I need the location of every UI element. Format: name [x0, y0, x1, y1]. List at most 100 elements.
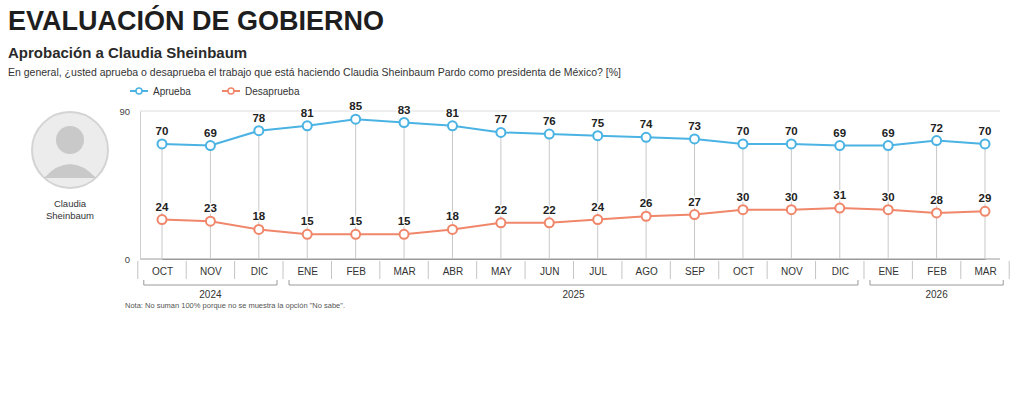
series-marker	[690, 210, 699, 219]
x-tick: MAR	[393, 259, 415, 277]
x-separator	[1009, 261, 1010, 279]
x-tick: FEB	[346, 259, 366, 277]
x-separator	[428, 261, 429, 279]
data-label: 22	[494, 204, 507, 216]
x-tick: FEB	[927, 259, 947, 277]
x-separators	[138, 261, 1009, 279]
x-tick-label: ENE	[297, 266, 318, 277]
data-label: 24	[591, 201, 604, 213]
data-label: 74	[640, 118, 653, 130]
x-tick-label: DIC	[832, 266, 849, 277]
x-tick: SEP	[685, 259, 705, 277]
series-marker	[787, 139, 796, 148]
series-marker	[351, 115, 360, 124]
x-separator	[815, 261, 816, 279]
series-marker	[400, 118, 409, 127]
data-label: 69	[882, 127, 895, 139]
series-marker	[981, 207, 990, 216]
series-marker	[835, 204, 844, 213]
year-label: 2026	[925, 289, 948, 300]
x-tick-label: MAR	[974, 266, 996, 277]
x-separator	[670, 261, 671, 279]
x-tick-label: AGO	[636, 266, 658, 277]
data-label: 81	[446, 107, 459, 119]
data-label: 78	[252, 112, 265, 124]
legend-label: Aprueba	[153, 86, 191, 97]
x-tick: MAY	[491, 259, 512, 277]
year-bracket	[289, 280, 858, 285]
data-label: 18	[252, 210, 265, 222]
x-tick-label: ABR	[443, 266, 464, 277]
data-label: 73	[688, 120, 701, 132]
data-labels: 7069788185838177767574737070696972702423…	[156, 100, 992, 227]
drop-line	[500, 132, 501, 259]
x-separator	[718, 261, 719, 279]
series-marker	[981, 139, 990, 148]
series-marker	[496, 218, 505, 227]
x-tick: DIC	[832, 259, 849, 277]
x-tick: NOV	[200, 259, 222, 277]
series-line	[162, 119, 985, 145]
x-separator	[621, 261, 622, 279]
drop-line	[839, 146, 840, 259]
legend-item: Aprueba	[130, 86, 191, 97]
x-tick: DIC	[251, 259, 268, 277]
data-label: 22	[543, 204, 556, 216]
note: Nota: No suman 100% porque no se muestra…	[125, 301, 345, 310]
data-label: 15	[301, 215, 314, 227]
data-label: 70	[979, 125, 992, 137]
series-marker	[351, 230, 360, 239]
x-tick-label: JUN	[540, 266, 559, 277]
series-marker	[206, 217, 215, 226]
series-marker	[206, 141, 215, 150]
x-tick-label: OCT	[733, 266, 754, 277]
data-label: 85	[349, 100, 362, 112]
legend-marker	[228, 88, 234, 94]
year-label: 2024	[199, 289, 222, 300]
legend-marker	[136, 88, 142, 94]
x-tick: OCT	[733, 259, 754, 277]
data-label: 23	[204, 202, 217, 214]
series-marker	[642, 212, 651, 221]
year-bracket	[144, 280, 277, 285]
x-tick: AGO	[636, 259, 658, 277]
data-label: 30	[785, 191, 798, 203]
year-bracket	[870, 280, 1003, 285]
x-separator	[379, 261, 380, 279]
chart-svg: EVALUACIÓN DE GOBIERNO Aprobación a Claud…	[0, 0, 1024, 399]
series-marker	[448, 225, 457, 234]
series-marker	[932, 208, 941, 217]
series-line	[162, 208, 985, 234]
x-tick: ENE	[878, 259, 899, 277]
x-separator	[137, 261, 138, 279]
x-axis: OCTNOVDICENEFEBMARABRMAYJUNJULAGOSEPOCTN…	[152, 259, 997, 277]
x-separator	[573, 261, 574, 279]
x-separator	[912, 261, 913, 279]
subtitle: Aprobación a Claudia Sheinbaum	[8, 44, 247, 61]
data-label: 15	[398, 215, 411, 227]
x-tick: NOV	[781, 259, 803, 277]
x-tick-label: SEP	[685, 266, 705, 277]
data-label: 24	[156, 201, 169, 213]
series-marker	[690, 134, 699, 143]
drop-line	[258, 131, 259, 259]
photo-head	[56, 126, 84, 154]
data-label: 83	[398, 104, 411, 116]
x-separator	[234, 261, 235, 279]
photo-frame	[32, 112, 108, 188]
data-label: 69	[833, 127, 846, 139]
series-marker	[738, 205, 747, 214]
series-marker	[884, 141, 893, 150]
x-tick: JUN	[540, 259, 559, 277]
y-tick-label: 0	[125, 254, 130, 265]
x-separator	[186, 261, 187, 279]
series-marker	[303, 121, 312, 130]
year-label: 2025	[562, 289, 585, 300]
x-axis-line	[163, 259, 986, 260]
grid-line	[140, 111, 1000, 112]
y-axis-line	[140, 112, 141, 260]
title: EVALUACIÓN DE GOBIERNO	[8, 5, 384, 36]
data-label: 26	[640, 197, 653, 209]
x-tick-label: MAR	[393, 266, 415, 277]
series-marker	[787, 205, 796, 214]
